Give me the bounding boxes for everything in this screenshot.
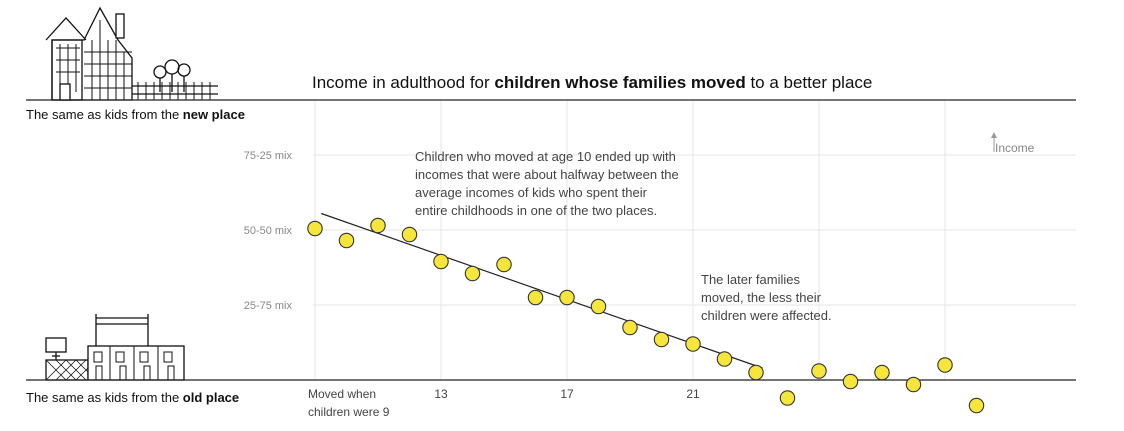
y-tick-label: 50-50 mix [244,225,293,237]
income-axis-indicator: Income [991,132,1035,155]
arrow-head-icon [991,132,997,138]
x-tick-label: Moved when [308,387,376,401]
data-point [748,364,764,381]
data-point [464,265,481,282]
new-place-label: The same as kids from the new place [26,107,245,122]
x-tick-label: 21 [686,387,700,401]
data-point [905,376,922,393]
data-points [307,217,985,414]
data-point [622,319,638,336]
data-point [716,351,733,367]
new-place-house-icon [45,6,218,101]
x-tick-labels: Moved when children were 9 13 17 21 [308,387,700,419]
annotation-later-moves: The later families moved, the less their… [701,272,832,323]
gridlines [313,100,1076,380]
x-tick-label: 17 [560,387,574,401]
data-point [433,253,449,270]
old-place-house-icon [45,314,185,381]
data-point [937,357,953,373]
data-point [559,289,575,306]
data-point [653,331,670,348]
data-point [401,226,418,243]
income-label: Income [995,141,1035,155]
data-point [779,390,796,406]
data-point [590,298,607,315]
data-point [842,373,859,390]
chart-title: Income in adulthood for children whose f… [312,73,872,92]
y-tick-label: 25-75 mix [244,300,293,312]
y-tick-label: 75-25 mix [244,150,293,162]
x-tick-label-line2: children were 9 [308,405,390,419]
data-point [307,220,323,237]
data-point [370,217,386,234]
data-point [874,364,890,381]
annotation-age-10: Children who moved at age 10 ended up wi… [415,149,682,218]
data-point [685,336,701,352]
data-point [811,363,827,379]
x-tick-label: 13 [434,387,448,401]
data-point [527,289,544,306]
data-point [338,232,355,249]
y-tick-labels: 25-75 mix 50-50 mix 75-25 mix [244,150,293,312]
data-point [496,256,512,273]
data-point [968,397,985,414]
old-place-label: The same as kids from the old place [26,390,239,405]
